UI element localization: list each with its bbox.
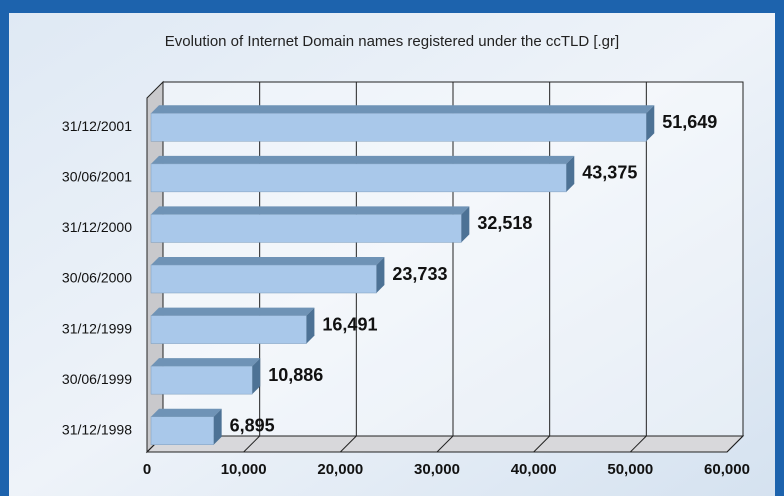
bar xyxy=(150,315,307,344)
x-tick xyxy=(629,435,647,453)
value-label: 43,375 xyxy=(582,163,637,183)
bar-top xyxy=(151,307,315,316)
plot-area: 0 10,000 20,000 30,000 40,000 50,000 60,000 31/… xyxy=(62,80,750,478)
bar-end xyxy=(213,408,222,445)
y-tick-label: 31/12/2001 xyxy=(62,118,132,134)
x-tick xyxy=(339,435,357,453)
value-label: 51,649 xyxy=(662,112,717,132)
y-tick-label: 30/06/2000 xyxy=(62,270,132,286)
chart-title: Evolution of Internet Domain names regis… xyxy=(165,33,619,50)
bar-end xyxy=(566,155,575,192)
bar xyxy=(150,214,462,243)
bar xyxy=(150,416,214,445)
x-tick xyxy=(436,435,454,453)
bar-top xyxy=(151,408,222,417)
x-tick-label: 0 xyxy=(143,461,151,478)
bar xyxy=(150,113,647,142)
bar-top xyxy=(151,358,261,367)
bar xyxy=(150,365,253,395)
y-tick-label: 31/12/1998 xyxy=(62,421,132,437)
x-tick-label: 60,000 xyxy=(704,461,750,478)
background xyxy=(9,13,775,496)
x-tick-label: 20,000 xyxy=(317,461,363,478)
bar xyxy=(150,264,377,294)
x-tick-label: 40,000 xyxy=(511,461,557,478)
bar-end xyxy=(461,206,470,243)
bar-end xyxy=(376,257,385,293)
bar-end xyxy=(252,358,261,395)
bar-end xyxy=(646,105,655,142)
x-tick xyxy=(533,435,551,453)
y-tick-label: 31/12/2000 xyxy=(62,219,132,235)
bar-end xyxy=(306,307,315,344)
bar xyxy=(150,163,567,193)
bar-top xyxy=(151,257,385,265)
x-tick-label: 30,000 xyxy=(414,461,460,478)
bar-top xyxy=(151,206,470,215)
value-label: 32,518 xyxy=(477,213,532,233)
y-tick-label: 30/06/1999 xyxy=(62,371,132,387)
x-tick xyxy=(243,435,261,453)
y-tick-label: 30/06/2001 xyxy=(62,169,132,185)
value-label: 6,895 xyxy=(230,415,275,435)
value-label: 10,886 xyxy=(268,365,323,385)
bar-top xyxy=(151,155,575,164)
y-tick-label: 31/12/1999 xyxy=(62,320,132,336)
x-tick-label: 50,000 xyxy=(607,461,653,478)
value-label: 16,491 xyxy=(322,314,377,334)
bar-top xyxy=(151,105,655,114)
x-tick xyxy=(726,435,744,453)
value-label: 23,733 xyxy=(392,264,447,284)
x-tick-label: 10,000 xyxy=(221,461,267,478)
